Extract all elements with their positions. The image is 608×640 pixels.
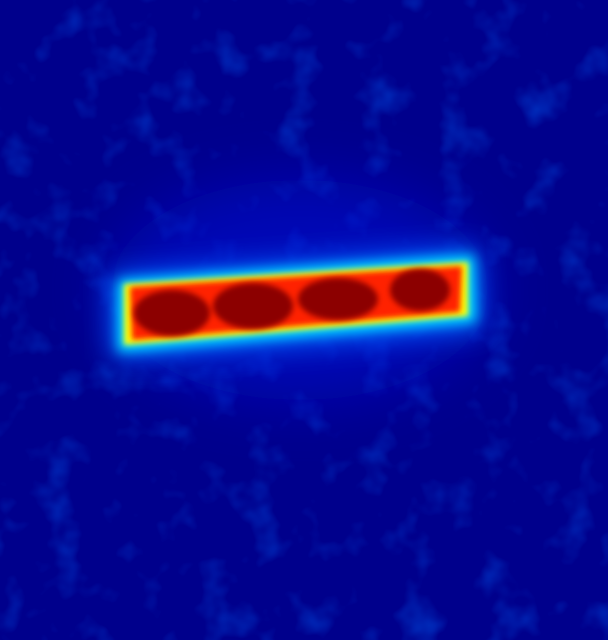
core-blob <box>298 278 378 320</box>
core-blob <box>213 283 293 329</box>
red-band <box>130 266 462 340</box>
core-blob <box>390 269 450 311</box>
core-blob <box>134 290 210 336</box>
core-blobs <box>134 269 450 336</box>
